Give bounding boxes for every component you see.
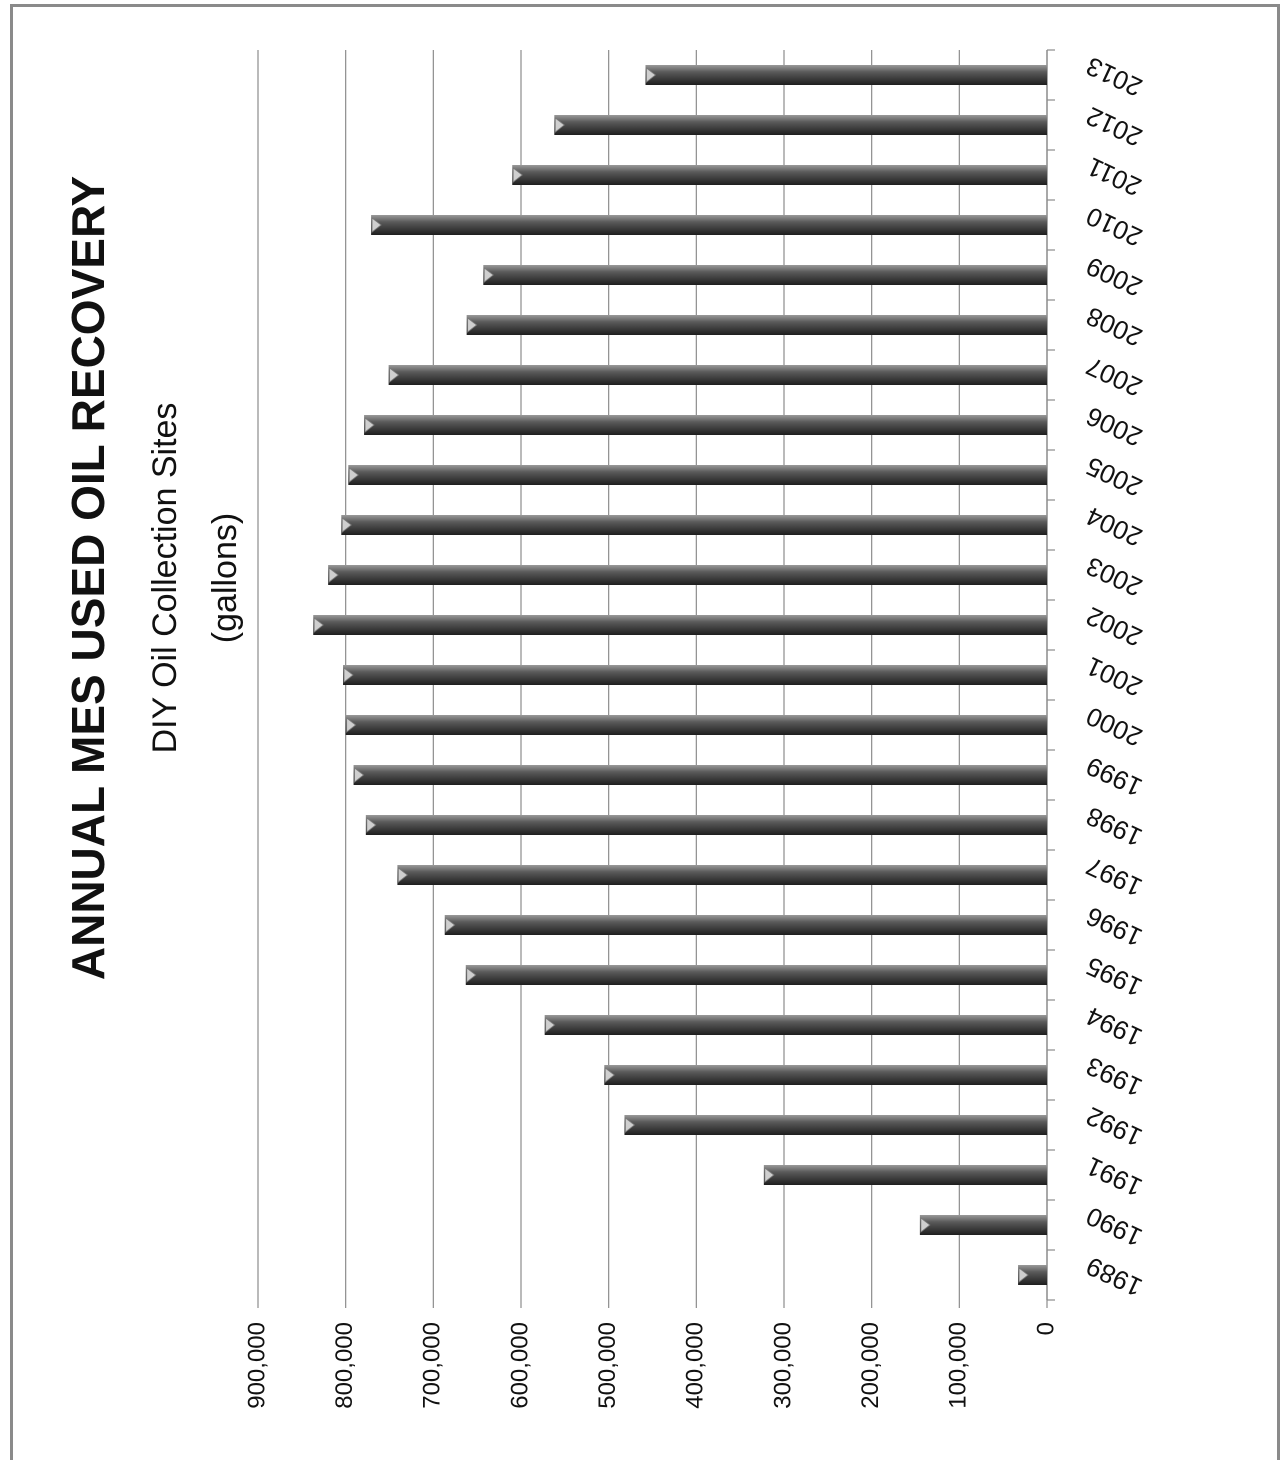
bar-2001 (343, 665, 1048, 685)
bar-cap-1998 (366, 817, 377, 833)
value-tick-label: 700,000 (419, 1322, 446, 1409)
value-tick-label: 100,000 (945, 1322, 972, 1409)
bar-cap-2000 (346, 717, 357, 733)
category-label-1991: 1991 (1082, 1151, 1147, 1203)
category-label-2009: 2009 (1082, 251, 1147, 303)
bar-1997 (397, 865, 1047, 885)
bar-2005 (348, 465, 1048, 485)
bar-cap-1990 (920, 1217, 931, 1233)
category-label-1998: 1998 (1082, 801, 1147, 853)
bar-cap-2008 (467, 317, 478, 333)
bar-cap-2009 (483, 267, 494, 283)
bar-cap-1993 (604, 1067, 615, 1083)
bar-cap-1994 (545, 1017, 556, 1033)
bar-2007 (388, 365, 1048, 385)
category-label-2003: 2003 (1082, 551, 1147, 603)
bar-cap-2006 (364, 417, 375, 433)
category-label-1989: 1989 (1082, 1251, 1147, 1303)
category-label-2007: 2007 (1082, 351, 1147, 403)
bars (313, 65, 1048, 1285)
bar-cap-1991 (764, 1167, 775, 1183)
value-tick-label: 600,000 (506, 1322, 533, 1409)
value-tick-label: 0 (1032, 1322, 1059, 1335)
bar-cap-2002 (313, 617, 324, 633)
category-label-1996: 1996 (1082, 901, 1147, 953)
value-tick-label: 500,000 (594, 1322, 621, 1409)
chart-unit-label: (gallons) (206, 513, 244, 643)
bar-cap-2007 (389, 367, 400, 383)
bar-cap-1997 (397, 867, 409, 883)
value-tick-label: 400,000 (682, 1322, 709, 1409)
bar-2000 (345, 715, 1048, 735)
category-label-2001: 2001 (1082, 651, 1147, 703)
bar-cap-1995 (466, 967, 477, 983)
bar-1996 (444, 915, 1048, 935)
bar-2002 (313, 615, 1048, 635)
bar-cap-2004 (341, 517, 352, 533)
category-label-1995: 1995 (1082, 951, 1147, 1003)
category-label-1993: 1993 (1082, 1051, 1147, 1103)
bar-2010 (371, 215, 1048, 235)
bar-cap-2013 (646, 67, 657, 83)
bar-1994 (544, 1015, 1047, 1035)
chart-subtitle: DIY Oil Collection Sites (146, 403, 184, 754)
bar-1990 (919, 1215, 1047, 1235)
category-label-2006: 2006 (1082, 401, 1147, 453)
bar-cap-2010 (371, 217, 382, 233)
bar-2011 (512, 165, 1047, 185)
bar-cap-2005 (348, 467, 359, 483)
category-label-1997: 1997 (1082, 851, 1147, 903)
category-label-2000: 2000 (1082, 701, 1147, 753)
bar-cap-1992 (625, 1117, 636, 1133)
bar-cap-1999 (354, 767, 365, 783)
bar-2009 (483, 265, 1047, 285)
bar-2008 (466, 315, 1047, 335)
bar-cap-2011 (512, 167, 523, 183)
bar-cap-1989 (1018, 1267, 1029, 1283)
category-label-2012: 2012 (1082, 101, 1147, 153)
category-label-1990: 1990 (1082, 1201, 1147, 1253)
bar-1989 (1018, 1265, 1047, 1285)
value-tick-label: 900,000 (243, 1322, 270, 1409)
bar-2006 (364, 415, 1047, 435)
category-label-2013: 2013 (1082, 51, 1147, 103)
titles: ANNUAL MES USED OIL RECOVERY DIY Oil Col… (62, 176, 244, 980)
bar-1993 (604, 1065, 1047, 1085)
bar-2004 (341, 515, 1047, 535)
category-label-1999: 1999 (1082, 751, 1147, 803)
category-label-2011: 2011 (1082, 152, 1145, 203)
bar-2003 (328, 565, 1048, 585)
value-tick-label: 200,000 (857, 1322, 884, 1409)
bar-1992 (624, 1115, 1047, 1135)
category-label-1994: 1994 (1082, 1001, 1147, 1053)
bar-1995 (465, 965, 1047, 985)
category-label-1992: 1992 (1082, 1101, 1147, 1153)
bar-cap-1996 (445, 917, 456, 933)
bar-cap-2012 (554, 117, 565, 133)
value-tick-label: 300,000 (769, 1322, 796, 1409)
bar-2012 (554, 115, 1047, 135)
bar-cap-2003 (328, 567, 339, 583)
category-label-2010: 2010 (1082, 201, 1147, 253)
value-tick-label: 800,000 (331, 1322, 358, 1409)
bar-2013 (645, 65, 1047, 85)
bar-cap-2001 (343, 667, 354, 683)
category-label-2005: 2005 (1082, 451, 1147, 503)
bar-1998 (365, 815, 1048, 835)
bar-1999 (353, 765, 1048, 785)
category-label-2008: 2008 (1082, 301, 1147, 353)
category-label-2004: 2004 (1082, 501, 1147, 553)
category-label-2002: 2002 (1082, 601, 1147, 653)
chart-title: ANNUAL MES USED OIL RECOVERY (62, 176, 114, 980)
bar-1991 (763, 1165, 1047, 1185)
